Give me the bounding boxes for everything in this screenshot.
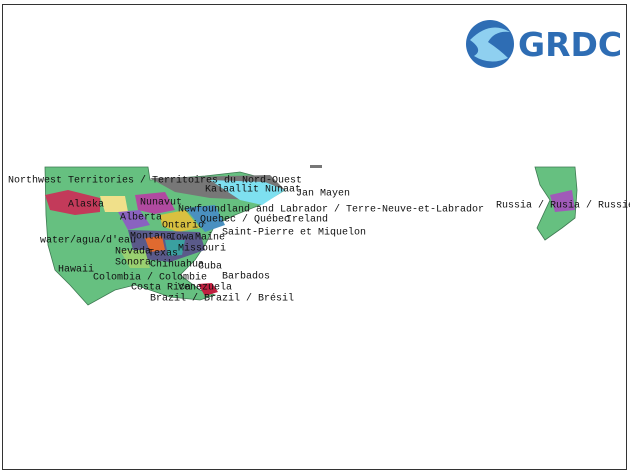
jan-mayen: [310, 165, 322, 168]
place-label: Brazil / Brazil / Brésil: [150, 293, 294, 305]
place-label: Maine: [195, 232, 225, 244]
place-label: Kalaallit Nunaat: [205, 184, 301, 196]
mexico-north: [120, 250, 150, 268]
logo-swirl: [470, 27, 510, 62]
place-label: Nunavut: [140, 198, 182, 209]
place-label: Iowa: [170, 233, 194, 244]
place-label: Alaska: [68, 199, 104, 211]
place-label: Nevada: [115, 246, 151, 258]
place-label: Newfoundland and Labrador / Terre-Neuve-…: [178, 204, 484, 216]
place-label: Colombia / Colombie: [93, 272, 207, 284]
place-label: Saint-Pierre et Miquelon: [222, 227, 366, 239]
yukon: [100, 196, 128, 212]
place-label: Jan Mayen: [296, 189, 350, 200]
state-b: [165, 240, 185, 256]
place-label: Russia / Rusia / Russie: [496, 200, 630, 212]
russia-region: [550, 190, 575, 212]
nunavut: [135, 192, 175, 214]
greenland: [210, 180, 285, 205]
logo-text: GRDC: [518, 25, 622, 64]
alberta: [118, 210, 150, 230]
place-label: water/agua/d'eau: [40, 235, 136, 247]
map-frame: [2, 4, 627, 470]
place-label: Texas: [148, 249, 178, 260]
place-label: Hawaii: [58, 264, 94, 276]
place-label: Ireland: [286, 214, 328, 226]
place-label: Sonora: [115, 258, 151, 269]
grdc-logo: GRDC: [466, 20, 622, 68]
place-label: Missouri: [178, 243, 226, 255]
alaska: [45, 190, 100, 215]
place-label: Barbados: [222, 271, 270, 283]
place-label: Northwest Territories / Territoires du N…: [8, 175, 302, 187]
place-label: Chihuahua: [150, 259, 204, 271]
venezuela: [198, 283, 218, 296]
place-label: Alberta: [120, 212, 162, 224]
ontario: [160, 210, 200, 232]
quebec: [185, 205, 225, 232]
place-label: Costa Rica: [131, 282, 191, 294]
place-label: Quebec / Québec: [200, 214, 290, 226]
place-label: Montana: [130, 232, 172, 243]
place-label: Cuba: [198, 261, 222, 273]
place-label: Venezuela: [178, 282, 232, 294]
state-a: [145, 236, 165, 252]
place-label: Ontario: [162, 220, 204, 232]
